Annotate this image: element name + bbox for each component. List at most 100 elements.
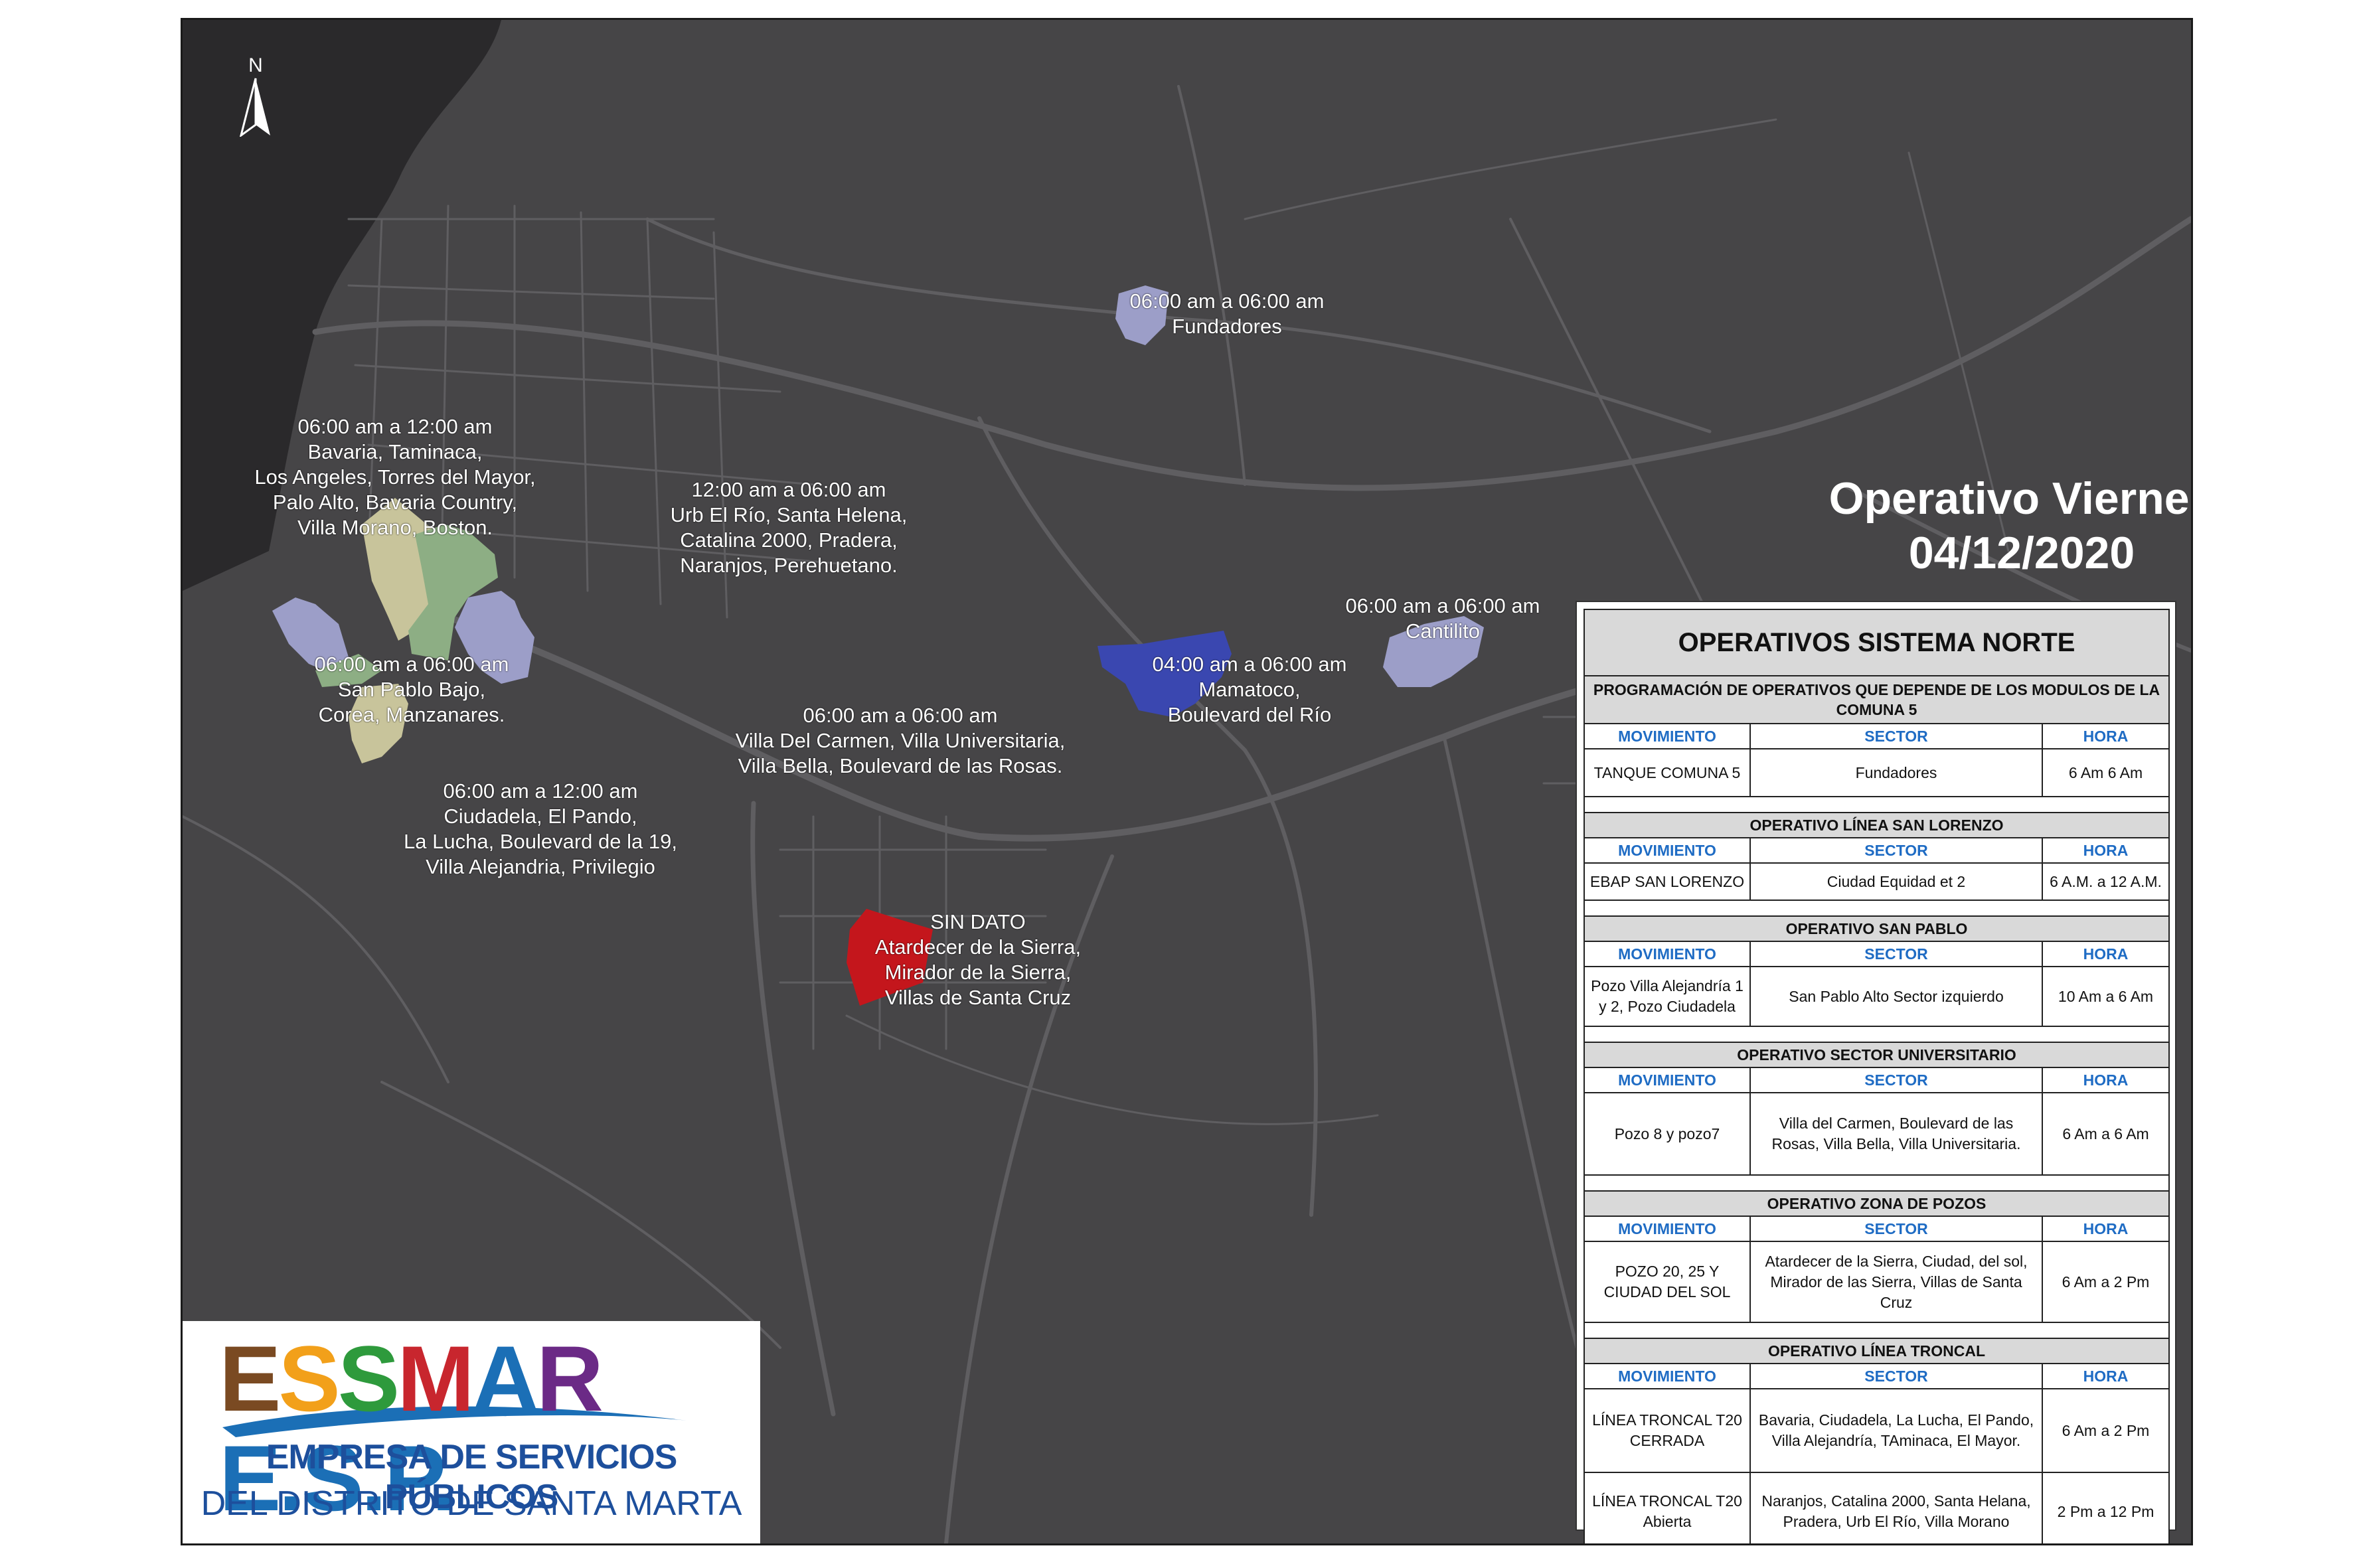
zone-fundadores <box>1115 285 1169 345</box>
section-spacer <box>1583 1322 2170 1339</box>
section-header-row: OPERATIVO ZONA DE POZOS <box>1583 1190 2170 1217</box>
logo-brand: ESSMAR E.S.P. <box>219 1329 760 1528</box>
zone-ciudadela <box>349 684 408 763</box>
zone-sector-line: Mamatoco, <box>1198 678 1301 701</box>
section-header-row: OPERATIVO SAN PABLO <box>1583 915 2170 942</box>
column-header-movimiento: MOVIMIENTO <box>1583 1215 1751 1242</box>
map-title-date: 04/12/2020 <box>1908 528 2135 578</box>
logo-line1: EMPRESA DE SERVICIOS PÚBLICOS <box>266 1438 678 1516</box>
zone-sector-line: Atardecer de la Sierra, <box>874 935 1082 959</box>
map-title: Operativo Viernes 04/12/2020 <box>1690 471 2191 580</box>
movimiento-cell: Pozo Villa Alejandría 1 y 2, Pozo Ciudad… <box>1583 966 1751 1027</box>
table-row: Pozo Villa Alejandría 1 y 2, Pozo Ciudad… <box>1583 966 2170 1027</box>
zone-polygons <box>272 285 1484 1006</box>
zone-san-pablo <box>272 597 349 674</box>
column-header-movimiento: MOVIMIENTO <box>1583 941 1751 967</box>
zone-label-fundadores: 06:00 am a 06:00 am Fundadores <box>1028 289 1426 339</box>
sector-cell: Ciudad Equidad et 2 <box>1749 862 2043 901</box>
zone-sector-line: San Pablo Bajo, <box>337 678 486 701</box>
section-title: OPERATIVO LÍNEA SAN LORENZO <box>1583 812 2170 838</box>
movimiento-cell: LÍNEA TRONCAL T20 CERRADA <box>1583 1388 1751 1473</box>
hora-cell: 6 A.M. a 12 A.M. <box>2041 862 2170 901</box>
zone-schedule: 04:00 am a 06:00 am <box>1152 653 1347 676</box>
zone-sector-line: Villa Morano, Boston. <box>297 516 493 539</box>
hora-cell: 2 Pm a 12 Pm <box>2041 1472 2170 1543</box>
column-header-sector: SECTOR <box>1749 1067 2043 1093</box>
logo-wave-icon <box>222 1406 687 1437</box>
essmar-logo: ESSMAR E.S.P. EMPRESA DE SERVICIOS PÚBLI… <box>183 1321 760 1543</box>
zone-schedule: 06:00 am a 06:00 am <box>1129 289 1325 313</box>
section-spacer-cell <box>1583 796 2170 813</box>
table-subtitle-row: PROGRAMACIÓN DE OPERATIVOS QUE DEPENDE D… <box>1583 675 2170 724</box>
logo-line2: DEL DISTRITO DE SANTA MARTA <box>201 1484 742 1523</box>
sea-area <box>183 20 501 591</box>
hora-cell: 6 Am 6 Am <box>2041 748 2170 797</box>
movimiento-cell: POZO 20, 25 Y CIUDAD DEL SOL <box>1583 1241 1751 1323</box>
column-header-movimiento: MOVIMIENTO <box>1583 837 1751 864</box>
zone-schedule: 12:00 am a 06:00 am <box>691 478 886 501</box>
zone-sector-line: Los Angeles, Torres del Mayor, <box>254 465 536 489</box>
zone-sector-line: Villa Bella, Boulevard de las Rosas. <box>738 754 1063 777</box>
logo-brand-letter: E <box>219 1326 281 1431</box>
zone-sector-line: Corea, Manzanares. <box>318 703 505 726</box>
column-header-hora: HORA <box>2041 941 2170 967</box>
zone-sector-line: Catalina 2000, Pradera, <box>680 528 898 552</box>
sector-cell: Atardecer de la Sierra, Ciudad, del sol,… <box>1749 1241 2043 1323</box>
table-title: OPERATIVOS SISTEMA NORTE <box>1583 609 2170 676</box>
zone-label-bavaria: 06:00 am a 12:00 am Bavaria, Taminaca, Los… <box>196 414 594 540</box>
column-header-row: MOVIMIENTO SECTOR HORA <box>1583 941 2170 967</box>
section-header-row: OPERATIVO LÍNEA TRONCAL <box>1583 1338 2170 1364</box>
zone-sector-line: Bavaria, Taminaca, <box>307 440 483 463</box>
column-header-sector: SECTOR <box>1749 1363 2043 1389</box>
zone-cantilito <box>1383 616 1484 687</box>
column-header-row: MOVIMIENTO SECTOR HORA <box>1583 1215 2170 1242</box>
logo-brand-letter: S <box>301 1426 363 1530</box>
zone-label-sin-dato: SIN DATO Atardecer de la Sierra, Mirador d… <box>779 909 1177 1010</box>
zone-schedule: SIN DATO <box>930 910 1026 933</box>
zone-label-cantilito: 06:00 am a 06:00 am Cantilito <box>1244 593 1642 644</box>
logo-brand-letter: A <box>471 1326 539 1431</box>
north-arrow-icon <box>239 78 270 138</box>
zone-label-san-pablo: 06:00 am a 06:00 am San Pablo Bajo, Corea,… <box>212 652 611 728</box>
table-row: POZO 20, 25 Y CIUDAD DEL SOL Atardecer de… <box>1583 1241 2170 1323</box>
zone-sector-line: Cantilito <box>1406 619 1480 643</box>
table-subtitle: PROGRAMACIÓN DE OPERATIVOS QUE DEPENDE D… <box>1583 675 2170 724</box>
table-row: LÍNEA TRONCAL T20 CERRADA Bavaria, Ciudad… <box>1583 1388 2170 1473</box>
north-arrow: N <box>236 54 276 141</box>
operativos-panel: OPERATIVOS SISTEMA NORTE PROGRAMACIÓN DE … <box>1576 601 2176 1543</box>
column-header-row: MOVIMIENTO SECTOR HORA <box>1583 1067 2170 1093</box>
column-header-hora: HORA <box>2041 1363 2170 1389</box>
column-header-hora: HORA <box>2041 723 2170 749</box>
column-header-row: MOVIMIENTO SECTOR HORA <box>1583 837 2170 864</box>
zone-sector-line: La Lucha, Boulevard de la 19, <box>404 830 677 853</box>
movimiento-cell: LÍNEA TRONCAL T20 Abierta <box>1583 1472 1751 1543</box>
hora-cell: 6 Am a 2 Pm <box>2041 1388 2170 1473</box>
column-header-hora: HORA <box>2041 837 2170 864</box>
column-header-sector: SECTOR <box>1749 723 2043 749</box>
section-spacer-cell <box>1583 1174 2170 1192</box>
logo-brand-letter: . <box>431 1426 457 1530</box>
map-frame: N 06:00 am a 06:00 am Fundadores 06:00 am … <box>181 18 2193 1545</box>
zone-sector-line: Villa Alejandria, Privilegio <box>426 855 655 878</box>
zone-urb-el-rio-1 <box>408 524 498 661</box>
zone-sector-line: Urb El Río, Santa Helena, <box>670 503 908 526</box>
movimiento-cell: TANQUE COMUNA 5 <box>1583 748 1751 797</box>
column-header-hora: HORA <box>2041 1067 2170 1093</box>
zone-label-villa-del-carmen: 06:00 am a 06:00 am Villa Del Carmen, Vil… <box>701 703 1099 779</box>
column-header-row: MOVIMIENTO SECTOR HORA <box>1583 723 2170 749</box>
table-row: TANQUE COMUNA 5 Fundadores 6 Am 6 Am <box>1583 748 2170 797</box>
zone-sector-line: Villa Del Carmen, Villa Universitaria, <box>735 729 1066 752</box>
sector-cell: Naranjos, Catalina 2000, Santa Helana, P… <box>1749 1472 2043 1543</box>
zone-schedule: 06:00 am a 06:00 am <box>1345 594 1540 617</box>
zone-schedule: 06:00 am a 12:00 am <box>297 415 493 438</box>
section-title: OPERATIVO LÍNEA TRONCAL <box>1583 1338 2170 1364</box>
section-spacer-cell <box>1583 1322 2170 1339</box>
column-header-row: MOVIMIENTO SECTOR HORA <box>1583 1363 2170 1389</box>
zone-sector-line: Palo Alto, Bavaria Country, <box>272 491 518 514</box>
column-header-sector: SECTOR <box>1749 941 2043 967</box>
sector-cell: Bavaria, Ciudadela, La Lucha, El Pando, … <box>1749 1388 2043 1473</box>
zone-sector-line: Boulevard del Río <box>1167 703 1332 726</box>
column-header-movimiento: MOVIMIENTO <box>1583 1363 1751 1389</box>
zone-sector-line: Fundadores <box>1172 315 1282 338</box>
